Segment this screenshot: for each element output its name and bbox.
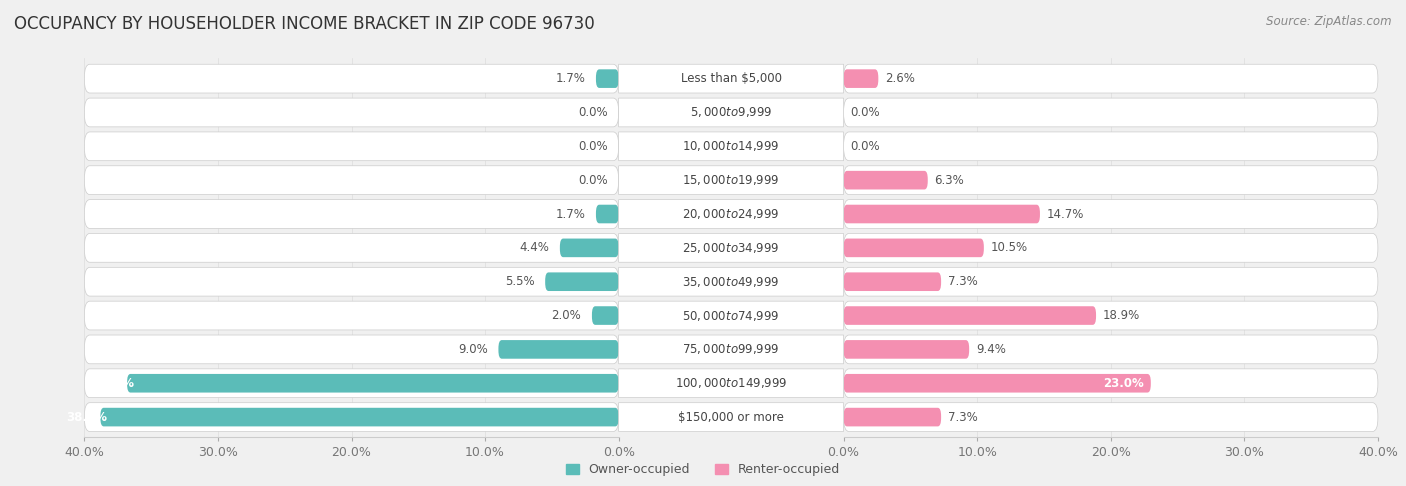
FancyBboxPatch shape <box>619 64 844 93</box>
FancyBboxPatch shape <box>84 267 619 296</box>
FancyBboxPatch shape <box>619 233 844 262</box>
FancyBboxPatch shape <box>844 369 1378 398</box>
Text: $50,000 to $74,999: $50,000 to $74,999 <box>682 309 780 323</box>
FancyBboxPatch shape <box>844 403 1378 432</box>
Text: $15,000 to $19,999: $15,000 to $19,999 <box>682 173 780 187</box>
FancyBboxPatch shape <box>84 301 619 330</box>
FancyBboxPatch shape <box>844 132 1378 161</box>
FancyBboxPatch shape <box>84 335 619 364</box>
FancyBboxPatch shape <box>596 205 619 224</box>
Text: 2.0%: 2.0% <box>551 309 581 322</box>
FancyBboxPatch shape <box>844 64 1378 93</box>
FancyBboxPatch shape <box>84 98 619 127</box>
Text: 2.6%: 2.6% <box>884 72 915 85</box>
FancyBboxPatch shape <box>844 340 969 359</box>
FancyBboxPatch shape <box>844 200 1378 228</box>
Legend: Owner-occupied, Renter-occupied: Owner-occupied, Renter-occupied <box>561 458 845 481</box>
Text: 0.0%: 0.0% <box>578 174 607 187</box>
FancyBboxPatch shape <box>560 239 619 257</box>
FancyBboxPatch shape <box>619 369 844 398</box>
Text: $25,000 to $34,999: $25,000 to $34,999 <box>682 241 780 255</box>
Text: $75,000 to $99,999: $75,000 to $99,999 <box>682 343 780 356</box>
FancyBboxPatch shape <box>844 408 941 426</box>
Text: 23.0%: 23.0% <box>1104 377 1144 390</box>
FancyBboxPatch shape <box>499 340 619 359</box>
FancyBboxPatch shape <box>84 64 619 93</box>
FancyBboxPatch shape <box>844 69 879 88</box>
FancyBboxPatch shape <box>546 272 619 291</box>
FancyBboxPatch shape <box>100 408 619 426</box>
FancyBboxPatch shape <box>84 132 619 161</box>
FancyBboxPatch shape <box>844 171 928 190</box>
FancyBboxPatch shape <box>844 306 1097 325</box>
Text: 38.8%: 38.8% <box>66 411 107 424</box>
Text: 1.7%: 1.7% <box>555 72 585 85</box>
FancyBboxPatch shape <box>844 374 1150 393</box>
FancyBboxPatch shape <box>619 335 844 364</box>
FancyBboxPatch shape <box>619 132 844 161</box>
FancyBboxPatch shape <box>84 200 619 228</box>
FancyBboxPatch shape <box>844 233 1378 262</box>
Text: Less than $5,000: Less than $5,000 <box>681 72 782 85</box>
Text: 9.4%: 9.4% <box>976 343 1005 356</box>
FancyBboxPatch shape <box>619 166 844 194</box>
Text: $35,000 to $49,999: $35,000 to $49,999 <box>682 275 780 289</box>
Text: OCCUPANCY BY HOUSEHOLDER INCOME BRACKET IN ZIP CODE 96730: OCCUPANCY BY HOUSEHOLDER INCOME BRACKET … <box>14 15 595 33</box>
FancyBboxPatch shape <box>592 306 619 325</box>
FancyBboxPatch shape <box>844 98 1378 127</box>
FancyBboxPatch shape <box>84 233 619 262</box>
Text: 0.0%: 0.0% <box>578 106 607 119</box>
FancyBboxPatch shape <box>844 301 1378 330</box>
Text: 7.3%: 7.3% <box>948 275 977 288</box>
FancyBboxPatch shape <box>619 98 844 127</box>
FancyBboxPatch shape <box>844 267 1378 296</box>
Text: $10,000 to $14,999: $10,000 to $14,999 <box>682 139 780 153</box>
Text: 18.9%: 18.9% <box>1102 309 1140 322</box>
FancyBboxPatch shape <box>844 166 1378 194</box>
FancyBboxPatch shape <box>844 272 941 291</box>
FancyBboxPatch shape <box>619 267 844 296</box>
FancyBboxPatch shape <box>619 200 844 228</box>
FancyBboxPatch shape <box>84 403 619 432</box>
Text: $100,000 to $149,999: $100,000 to $149,999 <box>675 376 787 390</box>
FancyBboxPatch shape <box>844 239 984 257</box>
Text: 10.5%: 10.5% <box>990 242 1028 254</box>
Text: $150,000 or more: $150,000 or more <box>678 411 785 424</box>
Text: 0.0%: 0.0% <box>578 140 607 153</box>
FancyBboxPatch shape <box>127 374 619 393</box>
FancyBboxPatch shape <box>844 205 1040 224</box>
Text: 36.8%: 36.8% <box>93 377 134 390</box>
Text: 0.0%: 0.0% <box>851 106 880 119</box>
Text: 9.0%: 9.0% <box>458 343 488 356</box>
FancyBboxPatch shape <box>619 403 844 432</box>
Text: $5,000 to $9,999: $5,000 to $9,999 <box>690 105 772 120</box>
Text: 4.4%: 4.4% <box>519 242 550 254</box>
Text: $20,000 to $24,999: $20,000 to $24,999 <box>682 207 780 221</box>
Text: 5.5%: 5.5% <box>505 275 534 288</box>
Text: 0.0%: 0.0% <box>851 140 880 153</box>
Text: 1.7%: 1.7% <box>555 208 585 221</box>
Text: 6.3%: 6.3% <box>935 174 965 187</box>
Text: Source: ZipAtlas.com: Source: ZipAtlas.com <box>1267 15 1392 28</box>
Text: 7.3%: 7.3% <box>948 411 977 424</box>
FancyBboxPatch shape <box>84 166 619 194</box>
FancyBboxPatch shape <box>84 369 619 398</box>
FancyBboxPatch shape <box>619 301 844 330</box>
FancyBboxPatch shape <box>596 69 619 88</box>
FancyBboxPatch shape <box>844 335 1378 364</box>
Text: 14.7%: 14.7% <box>1046 208 1084 221</box>
